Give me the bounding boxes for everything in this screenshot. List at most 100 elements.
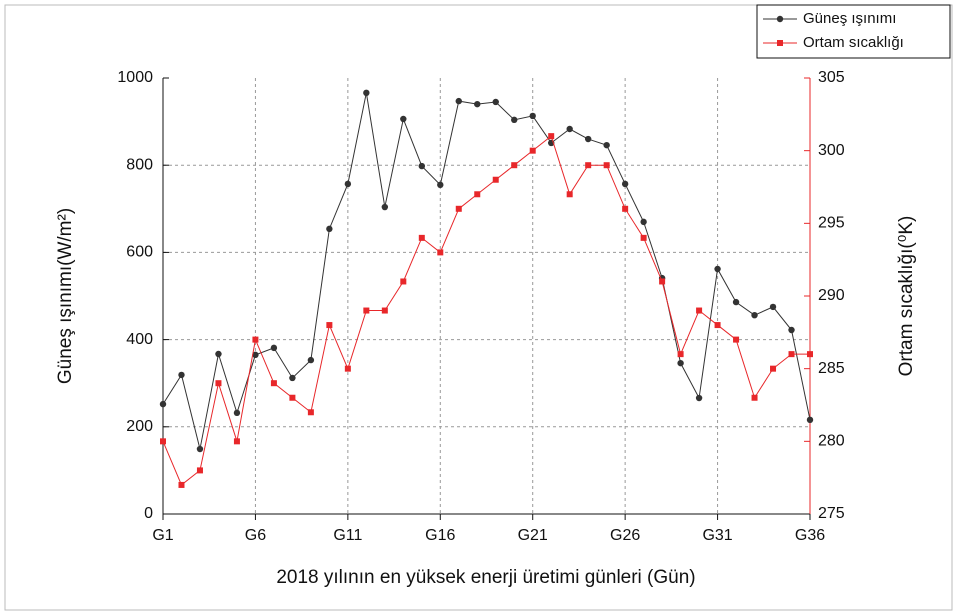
data-point bbox=[806, 416, 814, 424]
data-point bbox=[677, 351, 684, 358]
data-point bbox=[270, 380, 277, 387]
data-point bbox=[769, 303, 777, 311]
data-point bbox=[751, 394, 758, 401]
data-point bbox=[770, 365, 777, 372]
data-point bbox=[289, 374, 296, 382]
x-tick-label: G36 bbox=[795, 527, 825, 544]
data-point bbox=[474, 100, 481, 108]
data-point bbox=[492, 98, 499, 106]
data-point bbox=[659, 278, 666, 285]
legend-marker bbox=[776, 15, 784, 23]
data-point bbox=[622, 205, 629, 212]
y2-tick-label: 280 bbox=[818, 433, 845, 450]
y-tick-label: 800 bbox=[126, 156, 153, 173]
y2-tick-label: 305 bbox=[818, 69, 845, 86]
y2-tick-label: 275 bbox=[818, 505, 845, 522]
data-point bbox=[751, 311, 758, 319]
data-point bbox=[492, 176, 499, 183]
data-point bbox=[584, 135, 592, 143]
y2-tick-label: 285 bbox=[818, 360, 845, 377]
series-line bbox=[162, 92, 811, 450]
data-point bbox=[788, 326, 795, 334]
y2-tick-label: 290 bbox=[818, 287, 845, 304]
y2-tick-label: 295 bbox=[818, 215, 845, 232]
data-point bbox=[252, 336, 259, 343]
data-point bbox=[215, 350, 222, 358]
data-point bbox=[455, 205, 462, 212]
data-point bbox=[807, 351, 813, 358]
data-point bbox=[511, 116, 518, 124]
data-point bbox=[640, 218, 647, 226]
y-tick-label: 0 bbox=[144, 505, 153, 522]
data-point bbox=[566, 191, 573, 198]
data-point bbox=[289, 394, 296, 401]
x-tick-label: G31 bbox=[702, 527, 732, 544]
data-point bbox=[307, 356, 315, 364]
y-axis-title: Güneş ışınımı(W/m²) bbox=[55, 208, 76, 384]
data-point bbox=[381, 203, 389, 211]
x-tick-label: G26 bbox=[610, 527, 640, 544]
data-point bbox=[566, 125, 573, 133]
legend-label: Ortam sıcaklığı bbox=[803, 34, 904, 51]
data-point bbox=[603, 141, 610, 149]
data-point bbox=[233, 438, 240, 445]
data-point bbox=[529, 112, 536, 120]
data-point bbox=[714, 265, 721, 273]
data-point bbox=[529, 147, 536, 154]
y2-axis-title: Ortam sıcaklığı(⁰K) bbox=[896, 216, 917, 377]
data-point bbox=[307, 409, 314, 416]
series-line bbox=[162, 135, 810, 486]
data-point bbox=[381, 307, 388, 314]
data-point bbox=[326, 225, 333, 233]
data-point bbox=[603, 162, 610, 169]
y-tick-label: 1000 bbox=[117, 69, 153, 86]
data-point bbox=[178, 371, 185, 379]
data-point bbox=[159, 400, 167, 408]
data-point bbox=[548, 133, 555, 140]
data-point bbox=[418, 234, 425, 241]
data-point bbox=[178, 481, 185, 488]
x-tick-label: G16 bbox=[425, 527, 455, 544]
data-point bbox=[196, 445, 204, 453]
data-point bbox=[270, 344, 278, 352]
y-tick-label: 400 bbox=[126, 331, 153, 348]
y2-tick-label: 300 bbox=[818, 142, 845, 159]
y-tick-label: 600 bbox=[126, 244, 153, 261]
legend-box bbox=[756, 4, 951, 59]
x-axis-title: 2018 yılının en yüksek enerji üretimi gü… bbox=[276, 567, 695, 588]
data-point bbox=[714, 322, 721, 329]
data-point bbox=[344, 180, 352, 188]
data-point bbox=[400, 115, 407, 123]
data-point bbox=[695, 394, 703, 402]
data-point bbox=[326, 322, 333, 329]
data-point bbox=[418, 162, 425, 170]
x-tick-label: G11 bbox=[333, 527, 362, 544]
data-point bbox=[252, 351, 259, 359]
data-point bbox=[437, 181, 444, 189]
data-point bbox=[437, 249, 444, 256]
legend-marker bbox=[777, 40, 783, 46]
data-point bbox=[511, 162, 518, 169]
data-point bbox=[696, 307, 703, 314]
data-point bbox=[344, 365, 351, 372]
data-point bbox=[788, 351, 795, 358]
data-point bbox=[363, 307, 370, 314]
legend-label: Güneş ışınımı bbox=[803, 10, 896, 27]
data-point bbox=[733, 336, 740, 343]
data-point bbox=[196, 467, 203, 474]
data-point bbox=[400, 278, 407, 285]
data-point bbox=[233, 409, 241, 417]
data-point bbox=[621, 180, 629, 188]
x-tick-label: G1 bbox=[152, 527, 173, 544]
data-point bbox=[455, 97, 462, 105]
data-point bbox=[640, 234, 647, 241]
frame bbox=[4, 4, 953, 611]
data-point bbox=[677, 359, 684, 367]
x-tick-label: G6 bbox=[245, 527, 266, 544]
data-point bbox=[215, 380, 222, 387]
data-point bbox=[474, 191, 481, 198]
data-point bbox=[363, 89, 370, 97]
data-point bbox=[160, 438, 166, 445]
y-tick-label: 200 bbox=[126, 418, 153, 435]
